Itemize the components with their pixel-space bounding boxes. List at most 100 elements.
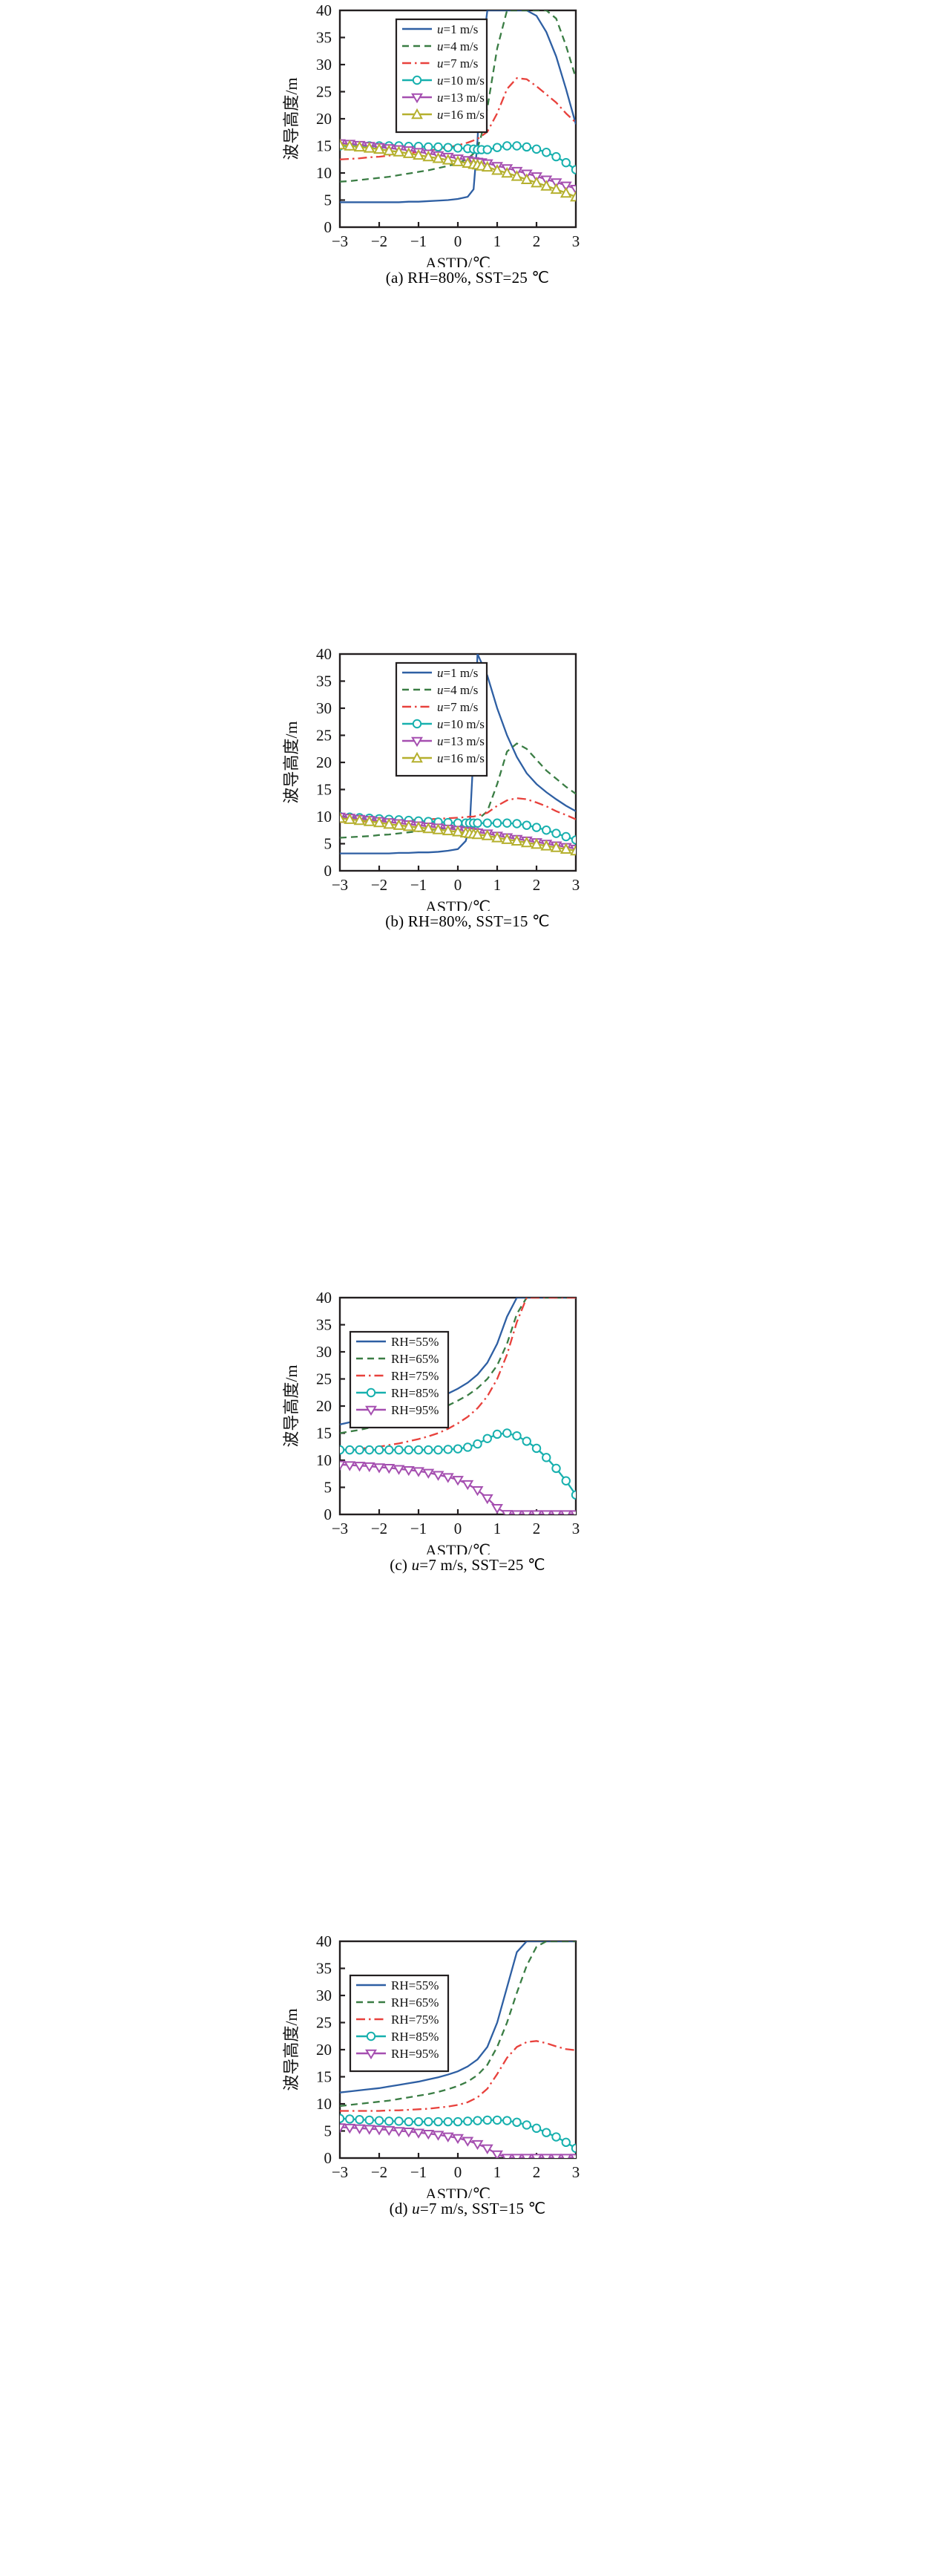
x-tick-label: 3 [572,876,580,894]
x-axis-label: ASTD/℃ [425,2185,491,2198]
x-axis-label: ASTD/℃ [425,898,491,911]
legend-label: u=1 m/s [437,22,478,36]
y-tick-label: 40 [316,1932,332,1950]
y-tick-label: 10 [316,1451,332,1469]
legend-label: u=16 m/s [437,108,485,122]
x-tick-label: −2 [371,876,387,894]
y-tick-label: 30 [316,56,332,73]
y-tick-label: 5 [324,835,332,853]
x-tick-label: 3 [572,2163,580,2181]
legend-label: RH=95% [391,1403,439,1417]
x-tick-label: −3 [332,232,348,250]
y-tick-label: 15 [316,2068,332,2086]
legend-label: RH=85% [391,2030,439,2044]
x-tick-label: 3 [572,232,580,250]
variable-u: u [412,2200,420,2217]
y-tick-label: 0 [324,2149,332,2167]
legend-label: RH=55% [391,1978,439,1993]
y-tick-label: 40 [316,1289,332,1307]
plot-area-b: 0 5 10 15 20 25 30 35 40 −3 −2 −1 0 1 2 3 u=1 m/s u=4 m/s… [260,644,675,911]
x-tick-label: 1 [493,232,502,250]
x-tick-label: −1 [410,2163,427,2181]
series-line [340,2040,576,2112]
x-tick-label: 2 [533,2163,541,2181]
legend-label: RH=65% [391,1352,439,1366]
y-tick-label: 20 [316,1397,332,1415]
legend-label: RH=95% [391,2047,439,2061]
series-line [340,77,576,160]
x-tick-label: −1 [410,232,427,250]
chart-legend: RH=55% RH=65% RH=75% RH=85% RH=95% [349,1330,450,1429]
x-tick-label: −1 [410,876,427,894]
series-line [340,1941,576,2093]
y-tick-label: 5 [324,2122,332,2140]
y-tick-label: 30 [316,1987,332,2004]
x-tick-label: 2 [533,232,541,250]
x-tick-label: −3 [332,876,348,894]
y-tick-label: 0 [324,862,332,880]
legend-label: u=10 m/s [437,73,485,88]
y-axis-label: 波导高度/m [282,77,301,160]
series-line [340,654,576,854]
y-axis-label: 波导高度/m [282,1364,301,1447]
series-line [340,1941,576,2108]
x-tick-label: −2 [371,232,387,250]
chart-panel-d: 0 5 10 15 20 25 30 35 40 −3 −2 −1 0 1 2 3 RH=55% RH=65% RH… [0,1931,935,2575]
legend-label: u=7 m/s [437,700,478,714]
y-tick-label: 25 [316,83,332,101]
y-tick-label: 15 [316,1425,332,1442]
x-tick-label: −2 [371,2163,387,2181]
legend-label: u=13 m/s [437,734,485,748]
chart-panel-b: 0 5 10 15 20 25 30 35 40 −3 −2 −1 0 1 2 3 u=1 m/s u=4 m/s… [0,644,935,1287]
plot-area-d: 0 5 10 15 20 25 30 35 40 −3 −2 −1 0 1 2 3 RH=55% RH=65% RH… [260,1931,675,2198]
x-axis-label: ASTD/℃ [425,1541,491,1555]
legend-label: u=4 m/s [437,683,478,697]
x-tick-label: 1 [493,1520,502,1537]
legend-label: RH=85% [391,1386,439,1400]
legend-label: RH=75% [391,2013,439,2027]
chart-b: 0 5 10 15 20 25 30 35 40 −3 −2 −1 0 1 2 3 u=1 m/s u=4 m/s… [282,645,580,911]
panel-caption-c: (c) u=7 m/s, SST=25 ℃ [390,1556,545,1574]
legend-label: RH=65% [391,1995,439,2010]
x-tick-label: 1 [493,2163,502,2181]
legend-label: u=10 m/s [437,717,485,731]
y-tick-label: 25 [316,1370,332,1388]
x-tick-label: −3 [332,2163,348,2181]
x-tick-label: 3 [572,1520,580,1537]
x-tick-label: −2 [371,1520,387,1537]
x-tick-label: 2 [533,876,541,894]
x-tick-label: 0 [454,1520,462,1537]
y-tick-label: 10 [316,164,332,182]
legend-label: RH=55% [391,1335,439,1349]
y-tick-label: 40 [316,1,332,19]
legend-label: RH=75% [391,1369,439,1383]
series-line [340,10,576,203]
y-tick-label: 30 [316,699,332,717]
series-group [340,10,576,203]
variable-u: u [411,1556,420,1574]
y-tick-label: 35 [316,1316,332,1334]
y-tick-label: 35 [316,673,332,690]
y-tick-label: 10 [316,2095,332,2113]
series-group [340,654,576,856]
legend-label: u=16 m/s [437,751,485,765]
y-tick-label: 0 [324,218,332,236]
chart-legend: u=1 m/s u=4 m/s u=7 m/s u=10 m/s u=13 m/s u=1… [395,661,488,777]
x-axis-label: ASTD/℃ [425,254,491,267]
y-tick-label: 10 [316,808,332,826]
y-tick-label: 30 [316,1343,332,1361]
y-axis-label: 波导高度/m [282,721,301,803]
legend-label: u=1 m/s [437,666,478,680]
x-tick-label: 0 [454,876,462,894]
x-tick-label: 1 [493,876,502,894]
chart-panel-a: 0 5 10 15 20 25 30 35 40 −3 −2 −1 0 1 2 3 u=1 m/s u=4 m/s… [0,0,935,644]
legend-label: u=4 m/s [437,39,478,53]
y-axis-label: 波导高度/m [282,2008,301,2090]
y-tick-label: 35 [316,1960,332,1978]
x-tick-label: 0 [454,2163,462,2181]
chart-legend: RH=55% RH=65% RH=75% RH=85% RH=95% [349,1974,450,2073]
legend-label: u=7 m/s [437,56,478,71]
y-tick-label: 20 [316,2041,332,2059]
